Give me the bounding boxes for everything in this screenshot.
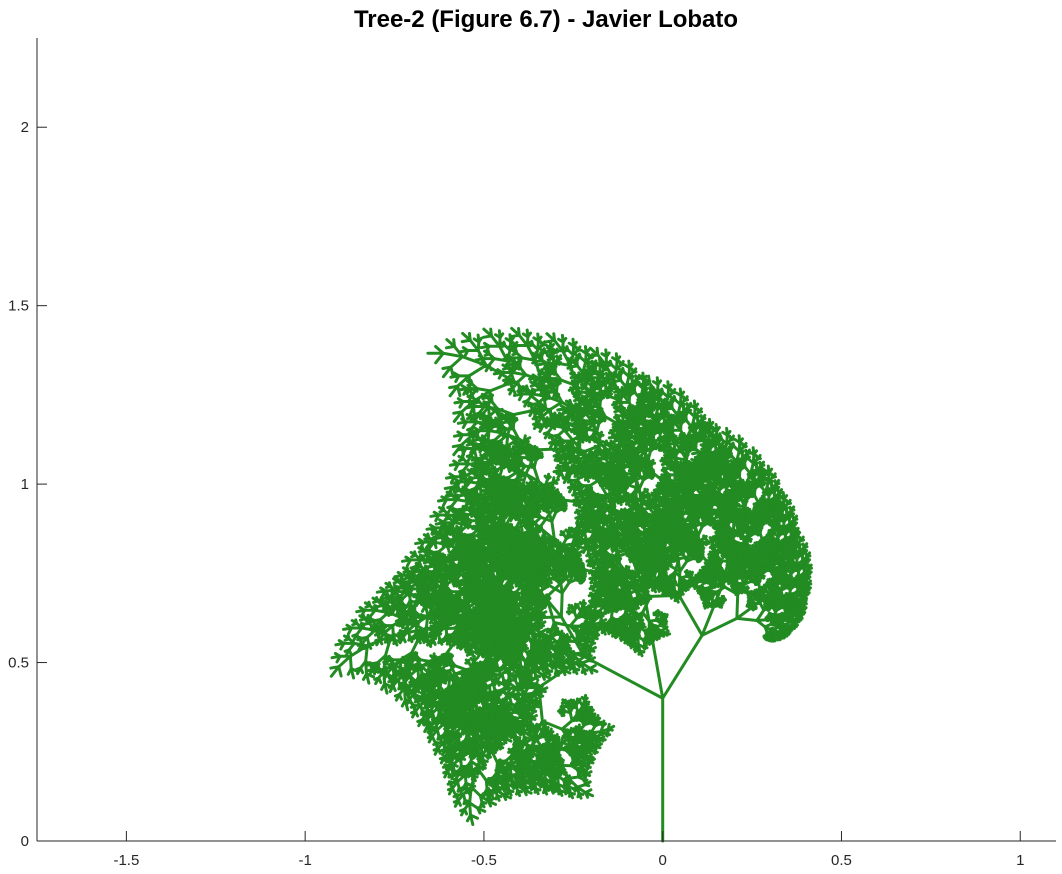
tree-branch-segment [523, 762, 531, 767]
tree-branch-segment [541, 731, 548, 737]
tree-branch-segment [582, 752, 587, 761]
plot-area [329, 326, 814, 843]
tree-branch-segment [520, 749, 525, 758]
tree-branch-segment [589, 730, 603, 735]
tree-branch-segment [447, 774, 455, 779]
tree-branch-segment [599, 737, 607, 742]
tree-branch-segment [561, 785, 569, 790]
tree-branch-segment [564, 789, 569, 796]
tree-branch-segment [554, 733, 559, 741]
tree-branch-segment [544, 760, 549, 769]
tree-branch-segment [485, 754, 493, 759]
tree-branch-segment [596, 738, 601, 744]
tree-branch-segment [561, 698, 567, 705]
tree-branch-segment [452, 741, 459, 746]
tree-branch-segment [534, 787, 540, 796]
tree-branch-segment [604, 732, 612, 737]
tree-branch-segment [544, 725, 550, 731]
tree-branch-segment [559, 758, 565, 764]
tree-branch-segment [535, 722, 541, 729]
tree-branch-segment [543, 787, 549, 796]
tree-branch-segment [595, 713, 600, 722]
tree-branch-segment [514, 744, 519, 752]
tree-branch-segment [576, 746, 581, 755]
tree-branch-segment [513, 775, 519, 780]
tree-branch-segment [468, 785, 473, 805]
tree-branch-segment [558, 789, 564, 797]
tree-branch-segment [606, 724, 616, 731]
tree-branch-segment [583, 731, 588, 740]
tree-branch-segment [601, 719, 606, 728]
tree-branch-segment [577, 723, 581, 732]
tree-branch-segment [591, 736, 598, 742]
tree-branch-segment [516, 789, 522, 798]
tree-branch-segment [497, 745, 505, 750]
tree-branch-segment [578, 764, 583, 773]
tree-branch-segment [568, 750, 575, 757]
tree-branch-segment [541, 742, 546, 751]
tree-branch-segment [559, 591, 564, 619]
tree-branch-segment [575, 697, 582, 704]
tree-branch-segment [517, 762, 522, 771]
tree-branch-segment [578, 730, 585, 735]
tree-branch-segment [464, 766, 472, 771]
tree-branch-segment [569, 791, 575, 800]
tree-branch-segment [495, 794, 501, 802]
tree-branch-segment [507, 747, 514, 754]
tree-branch-segment [575, 735, 582, 742]
tree-branch-segment [520, 724, 526, 730]
tree-branch-segment [529, 785, 534, 792]
tree-branch-segment [583, 693, 588, 702]
tree-branch-segment [575, 710, 582, 717]
tree-branch-segment [584, 765, 592, 769]
tree-branch-segment [582, 655, 665, 700]
tree-branch-segment [589, 705, 594, 714]
tree-branch-segment [581, 709, 588, 716]
tree-branch-segment [563, 727, 569, 734]
chart-title: Tree-2 (Figure 6.7) - Javier Lobato [354, 6, 738, 33]
tree-branch-segment [589, 737, 594, 745]
tree-branch-segment [560, 719, 574, 731]
tree-branch-segment [452, 793, 460, 799]
tree-branch-segment [584, 700, 591, 706]
tree-branch-segment [577, 791, 583, 800]
tree-branch-segment [548, 727, 553, 736]
tree-branch-segment [588, 717, 594, 724]
tree-branch-segment [468, 801, 472, 817]
tree-branch-segment [591, 749, 599, 754]
tree-branch-segment [560, 712, 565, 718]
tree-branch-segment [496, 767, 501, 775]
tree-branch-segment [446, 781, 454, 786]
tree-branch-segment [527, 780, 535, 785]
tree-branch-segment [542, 719, 547, 727]
tree-branch-segment [590, 712, 597, 718]
tree-branch-segment [550, 760, 558, 765]
tree-branch-segment [569, 726, 576, 733]
tree-branch-segment [557, 745, 565, 750]
tree-branch-segment [479, 765, 487, 770]
tree-branch-segment [493, 746, 499, 752]
tree-branch-segment [534, 746, 541, 753]
tree-branch-segment [547, 748, 552, 756]
tree-branch-segment [457, 786, 463, 795]
tree-branch-segment [569, 698, 576, 705]
tree-branch-segment [515, 755, 521, 760]
